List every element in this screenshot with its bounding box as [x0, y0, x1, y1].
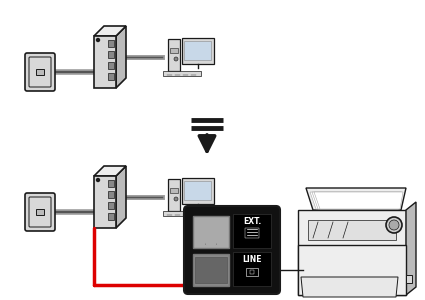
Bar — [108, 40, 114, 47]
Bar — [193, 254, 229, 286]
Bar — [195, 257, 227, 283]
FancyBboxPatch shape — [25, 193, 55, 231]
Bar — [245, 228, 259, 238]
Polygon shape — [94, 26, 126, 36]
FancyArrowPatch shape — [199, 135, 215, 151]
Bar — [168, 39, 180, 71]
Bar — [170, 48, 178, 53]
Bar — [250, 270, 254, 274]
Bar — [94, 36, 116, 88]
FancyBboxPatch shape — [25, 53, 55, 91]
Polygon shape — [94, 166, 126, 176]
Bar — [94, 176, 116, 228]
Bar — [308, 220, 396, 240]
Bar — [108, 213, 114, 220]
Bar — [108, 202, 114, 209]
Bar — [298, 245, 406, 295]
Polygon shape — [314, 192, 403, 209]
Bar — [406, 275, 412, 283]
FancyBboxPatch shape — [184, 206, 280, 294]
Circle shape — [386, 217, 402, 233]
Bar — [184, 181, 212, 200]
Text: EXT.: EXT. — [243, 217, 261, 226]
Bar — [108, 191, 114, 198]
FancyBboxPatch shape — [29, 197, 51, 227]
Bar — [163, 211, 201, 216]
Bar — [108, 62, 114, 69]
Circle shape — [174, 57, 178, 61]
Polygon shape — [301, 277, 398, 297]
Bar — [193, 216, 229, 248]
Bar — [108, 51, 114, 58]
Polygon shape — [312, 192, 402, 209]
Bar — [182, 38, 214, 64]
Bar — [170, 188, 178, 193]
Bar — [108, 73, 114, 80]
Bar — [36, 69, 44, 75]
Bar — [36, 209, 44, 215]
Bar — [182, 178, 214, 204]
Circle shape — [96, 38, 99, 41]
Circle shape — [389, 220, 399, 230]
Polygon shape — [116, 166, 126, 228]
Bar — [246, 268, 258, 276]
Bar — [298, 210, 406, 295]
Circle shape — [174, 197, 178, 201]
Bar — [184, 40, 212, 59]
Text: LINE: LINE — [242, 254, 262, 263]
FancyBboxPatch shape — [29, 57, 51, 87]
Circle shape — [96, 178, 99, 182]
Polygon shape — [310, 192, 401, 209]
Bar — [206, 240, 216, 245]
Polygon shape — [116, 26, 126, 88]
Bar — [108, 180, 114, 187]
Polygon shape — [406, 202, 416, 295]
Bar — [233, 252, 271, 286]
Bar — [163, 71, 201, 76]
Bar — [168, 179, 180, 211]
Bar — [233, 214, 271, 248]
Polygon shape — [306, 188, 406, 210]
